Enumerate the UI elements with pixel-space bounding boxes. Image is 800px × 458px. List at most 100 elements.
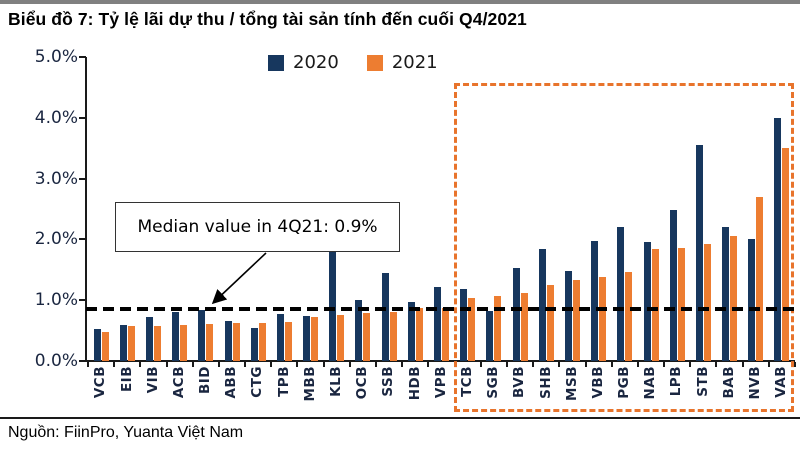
- bar-2020-VBB: [591, 241, 599, 361]
- chart-title: Biểu đồ 7: Tỷ lệ lãi dự thu / tổng tài s…: [8, 9, 527, 29]
- bar-2021-SHB: [546, 285, 554, 361]
- x-label-VBB: VBB: [589, 366, 606, 399]
- y-axis-line: [85, 57, 87, 362]
- bar-group-BID: [193, 57, 219, 361]
- bar-group-HDB: [402, 57, 428, 361]
- x-label-cell-EIB: EIB: [114, 366, 140, 416]
- bar-group-VCB: [88, 57, 114, 361]
- x-label-cell-NAB: NAB: [638, 366, 664, 416]
- x-label-cell-LPB: LPB: [664, 366, 690, 416]
- bar-2020-ACB: [172, 312, 180, 361]
- bar-group-NAB: [638, 57, 664, 361]
- bar-2021-ABB: [232, 322, 240, 361]
- bar-group-OCB: [350, 57, 376, 361]
- bar-2021-VPB: [442, 308, 450, 361]
- bar-2021-NVB: [756, 196, 764, 361]
- y-tick-mark: [79, 299, 86, 302]
- bar-2020-SGB: [486, 311, 494, 361]
- x-label-cell-NVB: NVB: [743, 366, 769, 416]
- bar-2020-MSB: [564, 271, 572, 361]
- bar-2021-VCB: [101, 331, 109, 361]
- bar-2020-BID: [198, 309, 206, 361]
- x-label-VAB: VAB: [773, 366, 790, 398]
- bar-group-KLB: [324, 57, 350, 361]
- bar-2020-LPB: [669, 209, 677, 361]
- legend-label-2021: 2021: [391, 52, 438, 73]
- bar-2021-SSB: [389, 312, 397, 361]
- x-label-cell-STB: STB: [690, 366, 716, 416]
- x-tick-mark: [558, 362, 561, 367]
- x-label-VIB: VIB: [144, 366, 161, 394]
- bar-group-TCB: [455, 57, 481, 361]
- x-label-TCB: TCB: [458, 366, 475, 397]
- bar-2020-BVB: [512, 267, 520, 361]
- x-label-cell-BAB: BAB: [717, 366, 743, 416]
- bar-group-BVB: [507, 57, 533, 361]
- bar-2021-MBB: [311, 316, 319, 361]
- x-label-cell-HDB: HDB: [402, 366, 428, 416]
- bar-2021-HDB: [415, 308, 423, 361]
- x-label-STB: STB: [694, 366, 711, 397]
- bar-group-PGB: [612, 57, 638, 361]
- bar-2020-TCB: [460, 288, 468, 361]
- x-tick-mark: [375, 362, 378, 367]
- x-tick-mark: [741, 362, 744, 367]
- source-note: Nguồn: FiinPro, Yuanta Việt Nam: [8, 424, 244, 441]
- x-label-cell-MSB: MSB: [559, 366, 585, 416]
- bar-2021-TPB: [284, 322, 292, 361]
- bar-2021-BVB: [520, 292, 528, 361]
- bar-group-NVB: [743, 57, 769, 361]
- x-label-cell-SSB: SSB: [376, 366, 402, 416]
- x-label-cell-PGB: PGB: [612, 366, 638, 416]
- y-tick-label: 3.0%: [34, 168, 78, 189]
- x-tick-mark: [610, 362, 613, 367]
- x-tick-mark: [663, 362, 666, 367]
- x-label-OCB: OCB: [354, 366, 371, 400]
- x-label-SSB: SSB: [380, 366, 397, 397]
- bar-group-SHB: [533, 57, 559, 361]
- top-divider-bar: [0, 0, 800, 4]
- x-label-cell-SGB: SGB: [481, 366, 507, 416]
- bar-2020-HDB: [407, 302, 415, 361]
- x-label-HDB: HDB: [406, 366, 423, 401]
- bar-group-LPB: [664, 57, 690, 361]
- bar-2021-STB: [703, 244, 711, 361]
- bar-group-ABB: [219, 57, 245, 361]
- x-label-cell-TCB: TCB: [455, 366, 481, 416]
- x-tick-mark: [767, 362, 770, 367]
- x-label-cell-MBB: MBB: [298, 366, 324, 416]
- legend-item-2021: 2021: [366, 52, 438, 73]
- bar-2021-OCB: [363, 312, 371, 361]
- x-tick-mark: [794, 362, 796, 367]
- x-tick-mark: [479, 362, 482, 367]
- bar-2021-NAB: [651, 249, 659, 361]
- x-label-ABB: ABB: [223, 366, 240, 399]
- bar-2021-EIB: [127, 326, 135, 361]
- x-tick-mark: [296, 362, 299, 367]
- bar-2021-TCB: [468, 297, 476, 361]
- legend-swatch-2021: [366, 54, 383, 71]
- bar-group-SSB: [376, 57, 402, 361]
- x-tick-mark: [139, 362, 142, 367]
- x-label-cell-SHB: SHB: [533, 366, 559, 416]
- x-label-cell-CTG: CTG: [245, 366, 271, 416]
- x-label-cell-ACB: ACB: [167, 366, 193, 416]
- bar-2021-PGB: [625, 272, 633, 361]
- bottom-divider-line: [0, 417, 800, 419]
- bar-group-MBB: [298, 57, 324, 361]
- x-label-cell-BVB: BVB: [507, 366, 533, 416]
- bar-group-VPB: [428, 57, 454, 361]
- bar-2021-SGB: [494, 295, 502, 361]
- bar-group-SGB: [481, 57, 507, 361]
- y-tick-label: 4.0%: [34, 107, 78, 128]
- x-label-cell-VPB: VPB: [428, 366, 454, 416]
- bar-2021-MSB: [572, 279, 580, 361]
- x-label-NVB: NVB: [747, 366, 764, 400]
- bar-2020-BAB: [722, 227, 730, 361]
- bar-2020-NVB: [748, 239, 756, 361]
- bar-2020-VPB: [434, 287, 442, 361]
- y-tick-label: 2.0%: [34, 229, 78, 250]
- median-annotation-box: Median value in 4Q21: 0.9%: [115, 202, 400, 252]
- bar-2020-CTG: [250, 328, 258, 361]
